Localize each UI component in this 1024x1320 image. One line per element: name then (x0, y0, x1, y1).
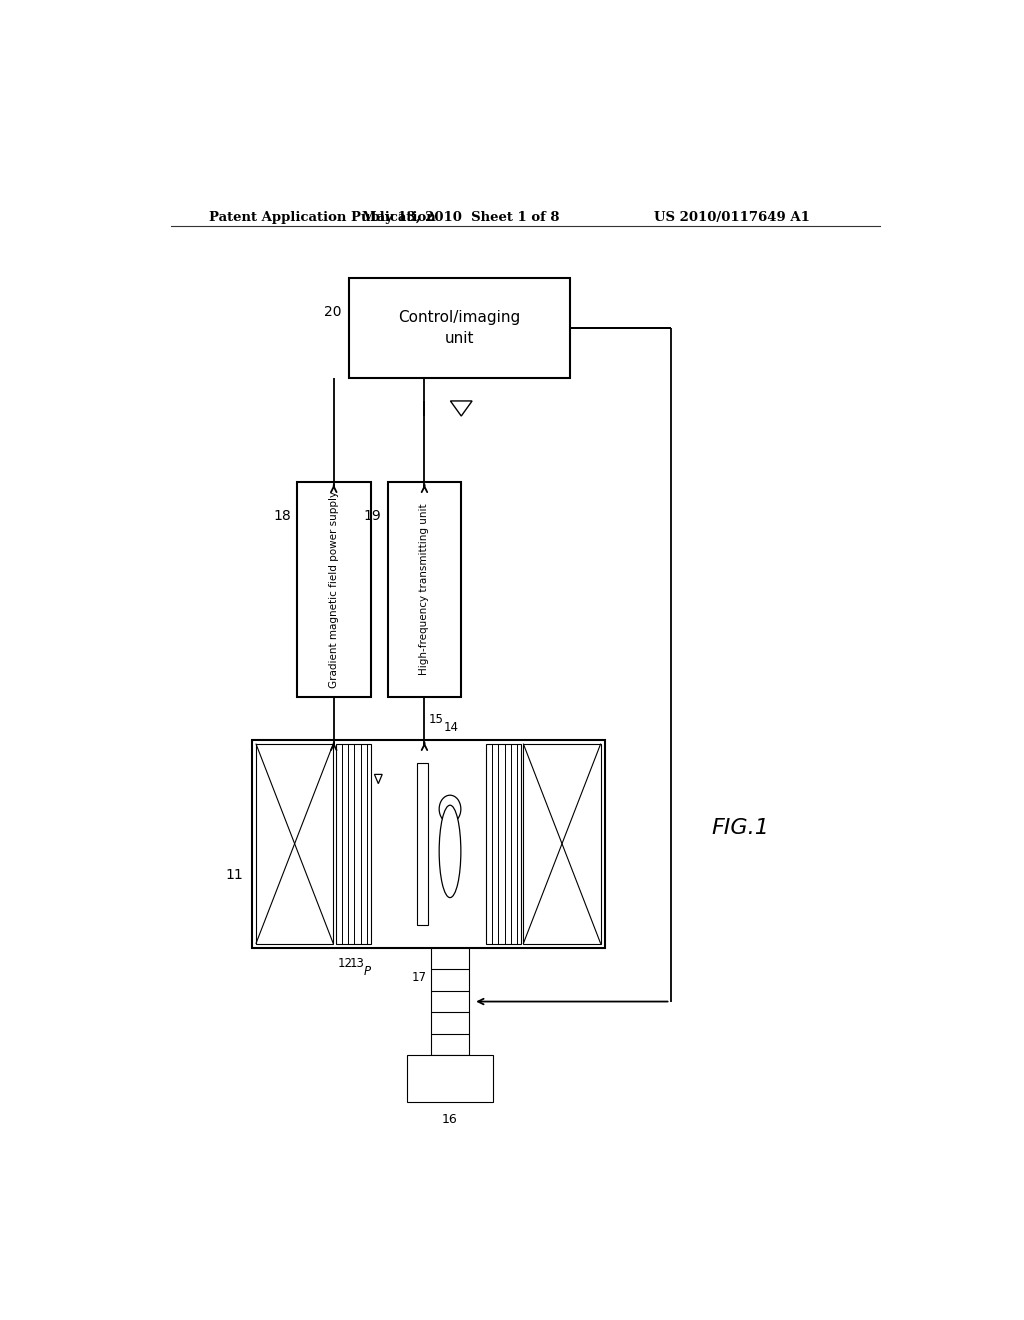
Bar (297, 482, 371, 697)
Ellipse shape (439, 795, 461, 822)
Text: FIG.1: FIG.1 (712, 818, 769, 838)
Text: 16: 16 (442, 1113, 458, 1126)
Bar (417, 763, 428, 924)
Text: Gradient magnetic field power supply: Gradient magnetic field power supply (329, 491, 339, 688)
Bar (252, 739, 604, 948)
Text: High-frequency transmitting unit: High-frequency transmitting unit (420, 504, 429, 676)
Bar (349, 277, 569, 378)
Text: 13: 13 (349, 957, 365, 970)
Bar (388, 482, 461, 697)
Text: 17: 17 (412, 970, 427, 983)
Text: US 2010/0117649 A1: US 2010/0117649 A1 (654, 211, 810, 224)
Text: 15: 15 (428, 713, 443, 726)
Text: May 13, 2010  Sheet 1 of 8: May 13, 2010 Sheet 1 of 8 (362, 211, 560, 224)
Bar (408, 1056, 493, 1102)
Text: 19: 19 (364, 508, 381, 523)
Text: Control/imaging
unit: Control/imaging unit (398, 310, 520, 346)
Text: 12: 12 (338, 957, 353, 970)
Text: 20: 20 (324, 305, 341, 319)
Text: Patent Application Publication: Patent Application Publication (209, 211, 436, 224)
Bar (256, 743, 334, 944)
Text: 18: 18 (273, 508, 291, 523)
Bar (486, 743, 521, 944)
Text: P: P (364, 965, 371, 978)
Bar (523, 743, 601, 944)
Bar (431, 948, 469, 1056)
Text: 11: 11 (225, 867, 243, 882)
Ellipse shape (439, 805, 461, 898)
Text: 14: 14 (443, 721, 459, 734)
Bar (336, 743, 371, 944)
